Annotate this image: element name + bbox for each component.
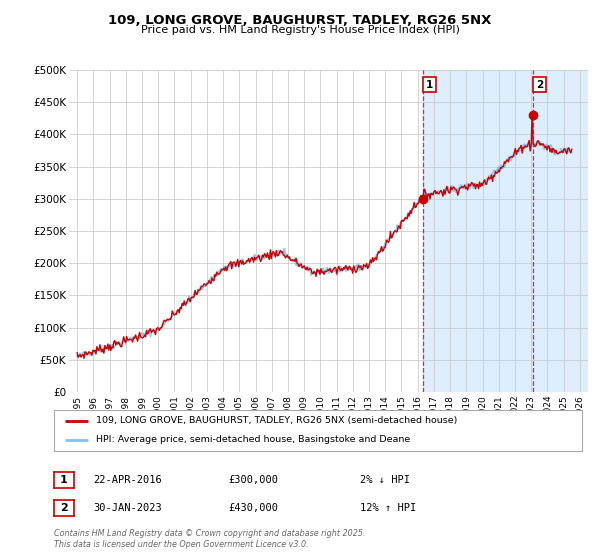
Text: 1: 1 xyxy=(60,475,68,485)
Text: HPI: Average price, semi-detached house, Basingstoke and Deane: HPI: Average price, semi-detached house,… xyxy=(96,435,410,444)
Text: 2: 2 xyxy=(536,80,543,90)
Text: Contains HM Land Registry data © Crown copyright and database right 2025.
This d: Contains HM Land Registry data © Crown c… xyxy=(54,529,365,549)
Text: 109, LONG GROVE, BAUGHURST, TADLEY, RG26 5NX (semi-detached house): 109, LONG GROVE, BAUGHURST, TADLEY, RG26… xyxy=(96,416,458,425)
Text: £300,000: £300,000 xyxy=(228,475,278,485)
Text: 1: 1 xyxy=(426,80,433,90)
Text: 30-JAN-2023: 30-JAN-2023 xyxy=(93,503,162,513)
Text: Price paid vs. HM Land Registry's House Price Index (HPI): Price paid vs. HM Land Registry's House … xyxy=(140,25,460,35)
Text: 12% ↑ HPI: 12% ↑ HPI xyxy=(360,503,416,513)
Text: 2% ↓ HPI: 2% ↓ HPI xyxy=(360,475,410,485)
Text: £430,000: £430,000 xyxy=(228,503,278,513)
Bar xyxy=(422,70,588,392)
Text: 22-APR-2016: 22-APR-2016 xyxy=(93,475,162,485)
Text: 2: 2 xyxy=(60,503,68,513)
Text: 109, LONG GROVE, BAUGHURST, TADLEY, RG26 5NX: 109, LONG GROVE, BAUGHURST, TADLEY, RG26… xyxy=(109,14,491,27)
